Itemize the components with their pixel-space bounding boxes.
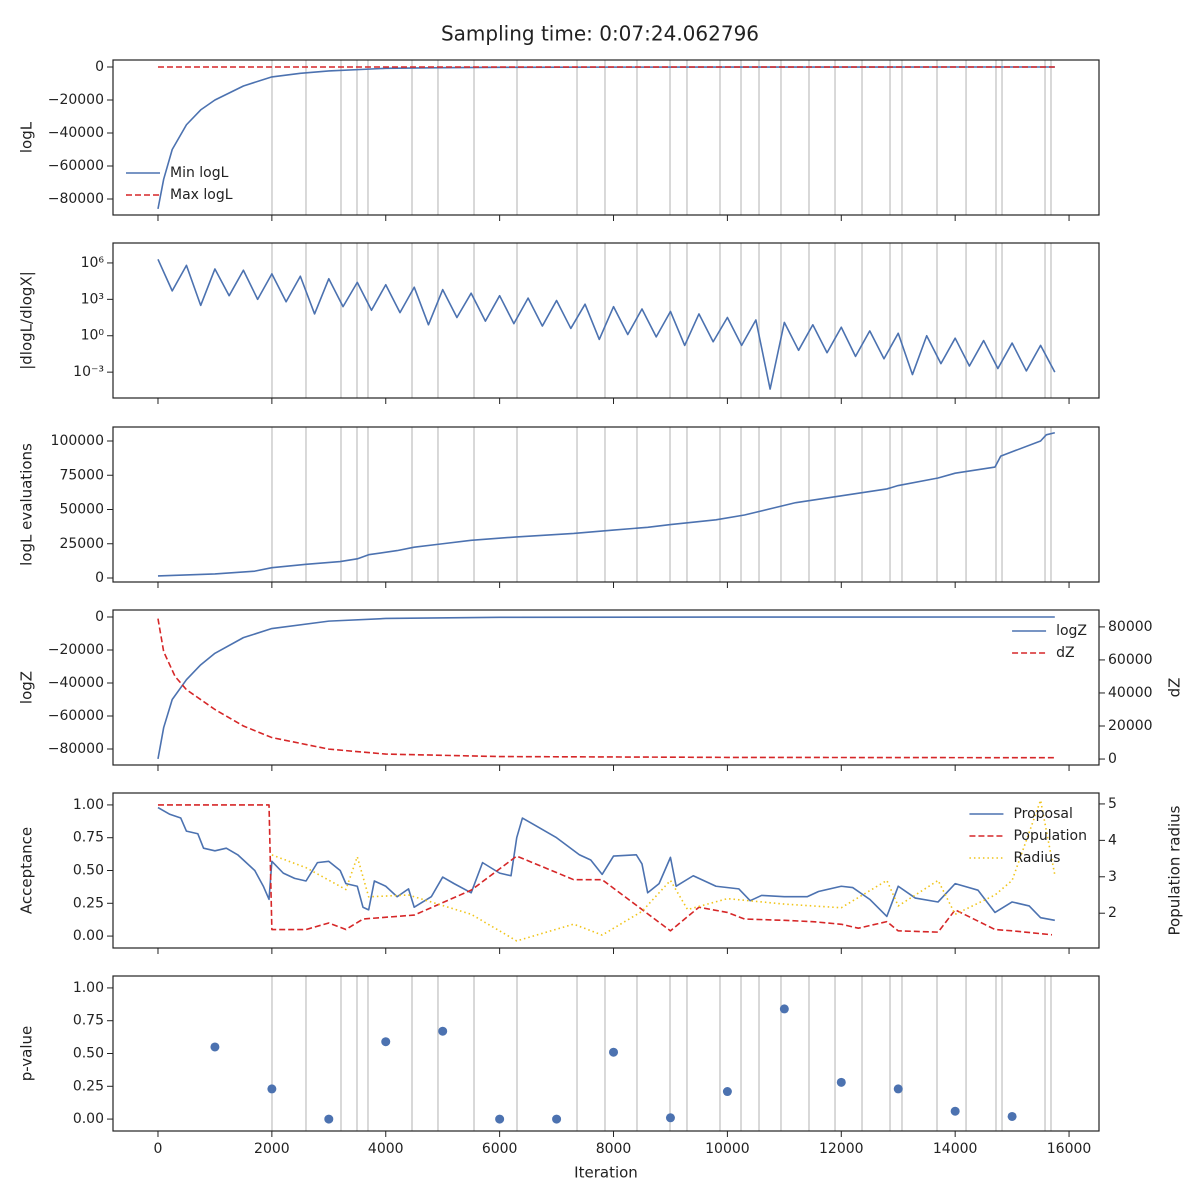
y-tick-label: 0 — [95, 609, 104, 625]
y-tick-label: 0.75 — [73, 830, 104, 846]
axes-frame — [112, 975, 1100, 1132]
y-tick-label: 10⁻³ — [73, 364, 104, 380]
y2-tick-label: 2 — [1108, 905, 1117, 921]
point — [495, 1114, 505, 1124]
y-tick-label: 0.00 — [73, 928, 104, 944]
plot-area — [157, 243, 1056, 398]
y2-tick-label: 4 — [1108, 832, 1117, 848]
point — [609, 1047, 619, 1057]
legend-label: Min logL — [170, 165, 229, 181]
y-tick-label: 0 — [95, 570, 104, 586]
y-tick-label: 100000 — [51, 433, 104, 449]
y-tick-label: 0.00 — [73, 1111, 104, 1127]
y-tick-label: −40000 — [48, 675, 104, 691]
x-tick-label: 2000 — [254, 1141, 290, 1157]
x-tick-label: 8000 — [596, 1141, 632, 1157]
plot-area — [210, 976, 1052, 1131]
y-tick-label: −20000 — [48, 642, 104, 658]
point — [381, 1037, 391, 1047]
y-tick-label: −80000 — [48, 191, 104, 207]
y-tick-label: 0.50 — [73, 863, 104, 879]
y-tick-label: −40000 — [48, 125, 104, 141]
series-line — [157, 258, 1056, 390]
y-tick-label: 50000 — [59, 502, 104, 518]
point — [267, 1084, 277, 1094]
y2-tick-label: 40000 — [1108, 685, 1153, 701]
series-line — [157, 66, 1055, 210]
y-axis-label: |dlogL/dlogX| — [18, 271, 36, 370]
y-axis-label: logL — [18, 121, 36, 153]
point — [950, 1106, 960, 1116]
point — [665, 1113, 675, 1123]
plot-area — [157, 616, 1055, 760]
point — [210, 1042, 220, 1052]
series-line — [157, 806, 1055, 922]
x-tick-label: 4000 — [368, 1141, 404, 1157]
plot-area — [157, 60, 1055, 215]
legend-label: logZ — [1056, 623, 1087, 639]
y2-tick-label: 80000 — [1108, 619, 1153, 635]
point — [324, 1114, 334, 1124]
y-tick-label: 1.00 — [73, 980, 104, 996]
y-axis-label: logZ — [18, 671, 36, 704]
x-axis-label: Iteration — [574, 1164, 638, 1182]
y-tick-label: −80000 — [48, 741, 104, 757]
series-line — [157, 432, 1055, 577]
series-line — [157, 618, 1055, 759]
plot-area — [157, 799, 1056, 942]
legend-label: Max logL — [170, 187, 233, 203]
legend-label: dZ — [1056, 645, 1074, 661]
point — [722, 1087, 732, 1097]
axes-frame — [112, 59, 1100, 216]
legend-label: Population — [1013, 828, 1087, 844]
y2-axis-label: Population radius — [1166, 805, 1184, 935]
x-tick-label: 14000 — [933, 1141, 978, 1157]
y2-tick-label: 20000 — [1108, 718, 1153, 734]
y-tick-label: 10³ — [81, 291, 104, 307]
y-tick-label: 0 — [95, 59, 104, 75]
y2-tick-label: 5 — [1108, 796, 1117, 812]
y2-axis-label: dZ — [1166, 678, 1184, 698]
x-tick-label: 10000 — [705, 1141, 750, 1157]
axes-frame — [112, 609, 1100, 766]
y2-tick-label: 60000 — [1108, 652, 1153, 668]
series-line — [271, 799, 1056, 942]
y-tick-label: 0.25 — [73, 1078, 104, 1094]
y-tick-label: −60000 — [48, 158, 104, 174]
point — [438, 1026, 448, 1036]
y2-tick-label: 3 — [1108, 869, 1117, 885]
y-tick-label: 25000 — [59, 536, 104, 552]
y-axis-label: logL evaluations — [18, 443, 36, 566]
y2-tick-label: 0 — [1108, 751, 1117, 767]
axes-frame — [112, 242, 1100, 399]
legend-label: Proposal — [1013, 806, 1072, 822]
y-tick-label: 75000 — [59, 467, 104, 483]
legend-label: Radius — [1013, 850, 1060, 866]
point — [552, 1114, 562, 1124]
figure-title: Sampling time: 0:07:24.062796 — [441, 22, 759, 46]
y-tick-label: 0.75 — [73, 1013, 104, 1029]
point — [836, 1077, 846, 1087]
x-tick-label: 0 — [154, 1141, 163, 1157]
y-tick-label: 1.00 — [73, 797, 104, 813]
point — [779, 1004, 789, 1014]
y-tick-label: 10⁶ — [81, 255, 105, 271]
x-tick-label: 6000 — [482, 1141, 518, 1157]
plot-area — [157, 427, 1055, 582]
axes-frame — [112, 792, 1100, 949]
y-tick-label: −20000 — [48, 92, 104, 108]
x-tick-label: 12000 — [819, 1141, 864, 1157]
axes-frame — [112, 426, 1100, 583]
point — [1007, 1111, 1017, 1121]
y-tick-label: 0.50 — [73, 1046, 104, 1062]
y-tick-label: 10⁰ — [81, 328, 105, 344]
y-axis-label: Acceptance — [18, 827, 36, 914]
y-tick-label: 0.25 — [73, 895, 104, 911]
y-axis-label: p-value — [18, 1026, 36, 1082]
series-line — [157, 616, 1055, 760]
x-tick-label: 16000 — [1047, 1141, 1092, 1157]
y-tick-label: −60000 — [48, 708, 104, 724]
point — [893, 1084, 903, 1094]
